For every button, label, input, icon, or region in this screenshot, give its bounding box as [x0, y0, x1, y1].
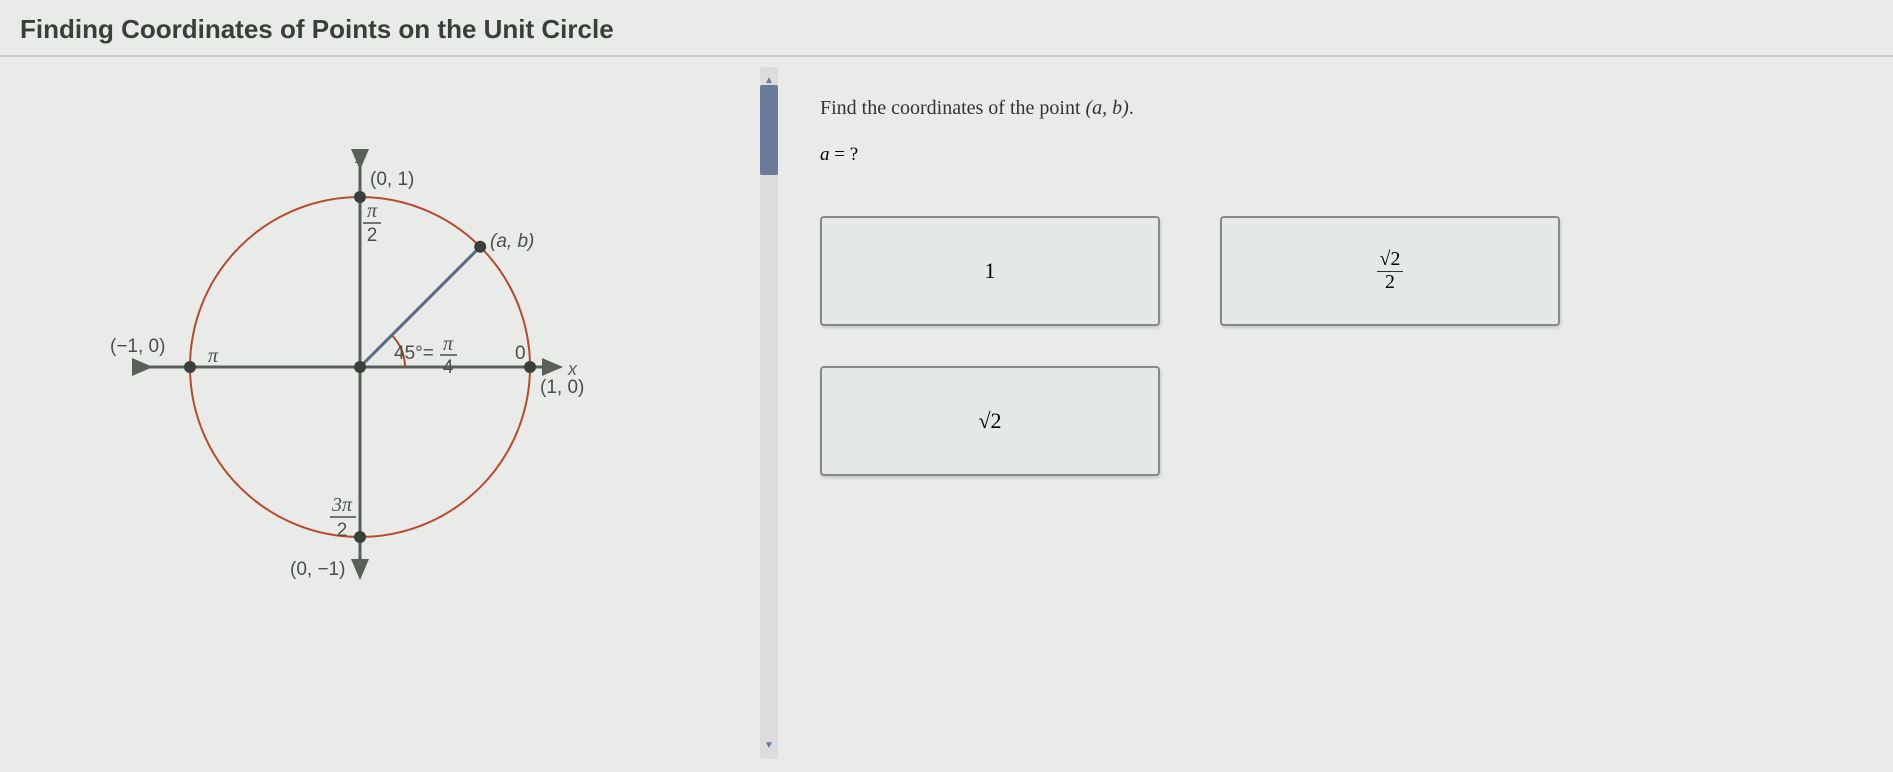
page-header: Finding Coordinates of Points on the Uni…	[0, 0, 1893, 57]
prompt-prefix: Find the coordinates of the point	[820, 97, 1086, 119]
point-ab	[474, 241, 486, 253]
top-coord-label: (0, 1)	[370, 169, 414, 190]
scroll-down-icon[interactable]: ▼	[764, 740, 774, 751]
option-2-num: √2	[1377, 249, 1404, 272]
diagram-panel: y x (0, 1) (1, 0) (−1, 0) (0, −1) (a, b)…	[0, 57, 760, 769]
page-title: Finding Coordinates of Points on the Uni…	[20, 14, 1873, 45]
unit-circle-diagram: y x (0, 1) (1, 0) (−1, 0) (0, −1) (a, b)…	[60, 107, 620, 627]
x-axis-label: x	[567, 359, 578, 379]
three-pi-over-2-den: 2	[337, 520, 348, 541]
three-pi-over-2-num: 3π	[331, 494, 353, 516]
prompt-suffix: .	[1129, 97, 1134, 119]
right-coord-label: (1, 0)	[540, 377, 584, 398]
option-3-value: √2	[978, 408, 1001, 434]
option-3[interactable]: √2	[820, 366, 1160, 476]
option-1[interactable]: 1	[820, 216, 1160, 326]
scroll-thumb[interactable]	[760, 85, 778, 175]
pi-over-2-den: 2	[367, 225, 378, 246]
equation-lhs: a	[820, 144, 830, 165]
angle-deg-label: 45°=	[394, 343, 434, 364]
scroll-track[interactable]: ▲ ▼	[760, 67, 778, 759]
content-area: y x (0, 1) (1, 0) (−1, 0) (0, −1) (a, b)…	[0, 57, 1893, 769]
bottom-coord-label: (0, −1)	[290, 559, 345, 580]
point-top	[354, 191, 366, 203]
zero-label: 0	[515, 343, 526, 364]
left-coord-label: (−1, 0)	[110, 336, 165, 357]
angle-rad-den: 4	[443, 357, 454, 378]
ab-label: (a, b)	[490, 231, 534, 252]
y-axis-label: y	[354, 143, 366, 163]
equation-line: a = ?	[820, 144, 1843, 166]
point-right	[524, 361, 536, 373]
prompt-point: (a, b)	[1086, 97, 1129, 119]
equation-eq: =	[830, 144, 850, 165]
option-2-den: 2	[1382, 272, 1398, 294]
point-center	[354, 361, 366, 373]
angle-rad-num: π	[443, 333, 454, 355]
pi-label: π	[208, 345, 219, 367]
scroll-divider[interactable]: ▲ ▼	[760, 57, 780, 769]
question-panel: Find the coordinates of the point (a, b)…	[780, 57, 1893, 769]
option-2[interactable]: √2 2	[1220, 216, 1560, 326]
pi-over-2-num: π	[367, 200, 378, 222]
equation-rhs: ?	[850, 144, 858, 165]
option-1-value: 1	[985, 258, 996, 284]
answer-options: 1 √2 2 √2	[820, 216, 1820, 476]
point-bottom	[354, 531, 366, 543]
question-prompt: Find the coordinates of the point (a, b)…	[820, 97, 1843, 120]
point-left	[184, 361, 196, 373]
option-2-fraction: √2 2	[1377, 249, 1404, 294]
